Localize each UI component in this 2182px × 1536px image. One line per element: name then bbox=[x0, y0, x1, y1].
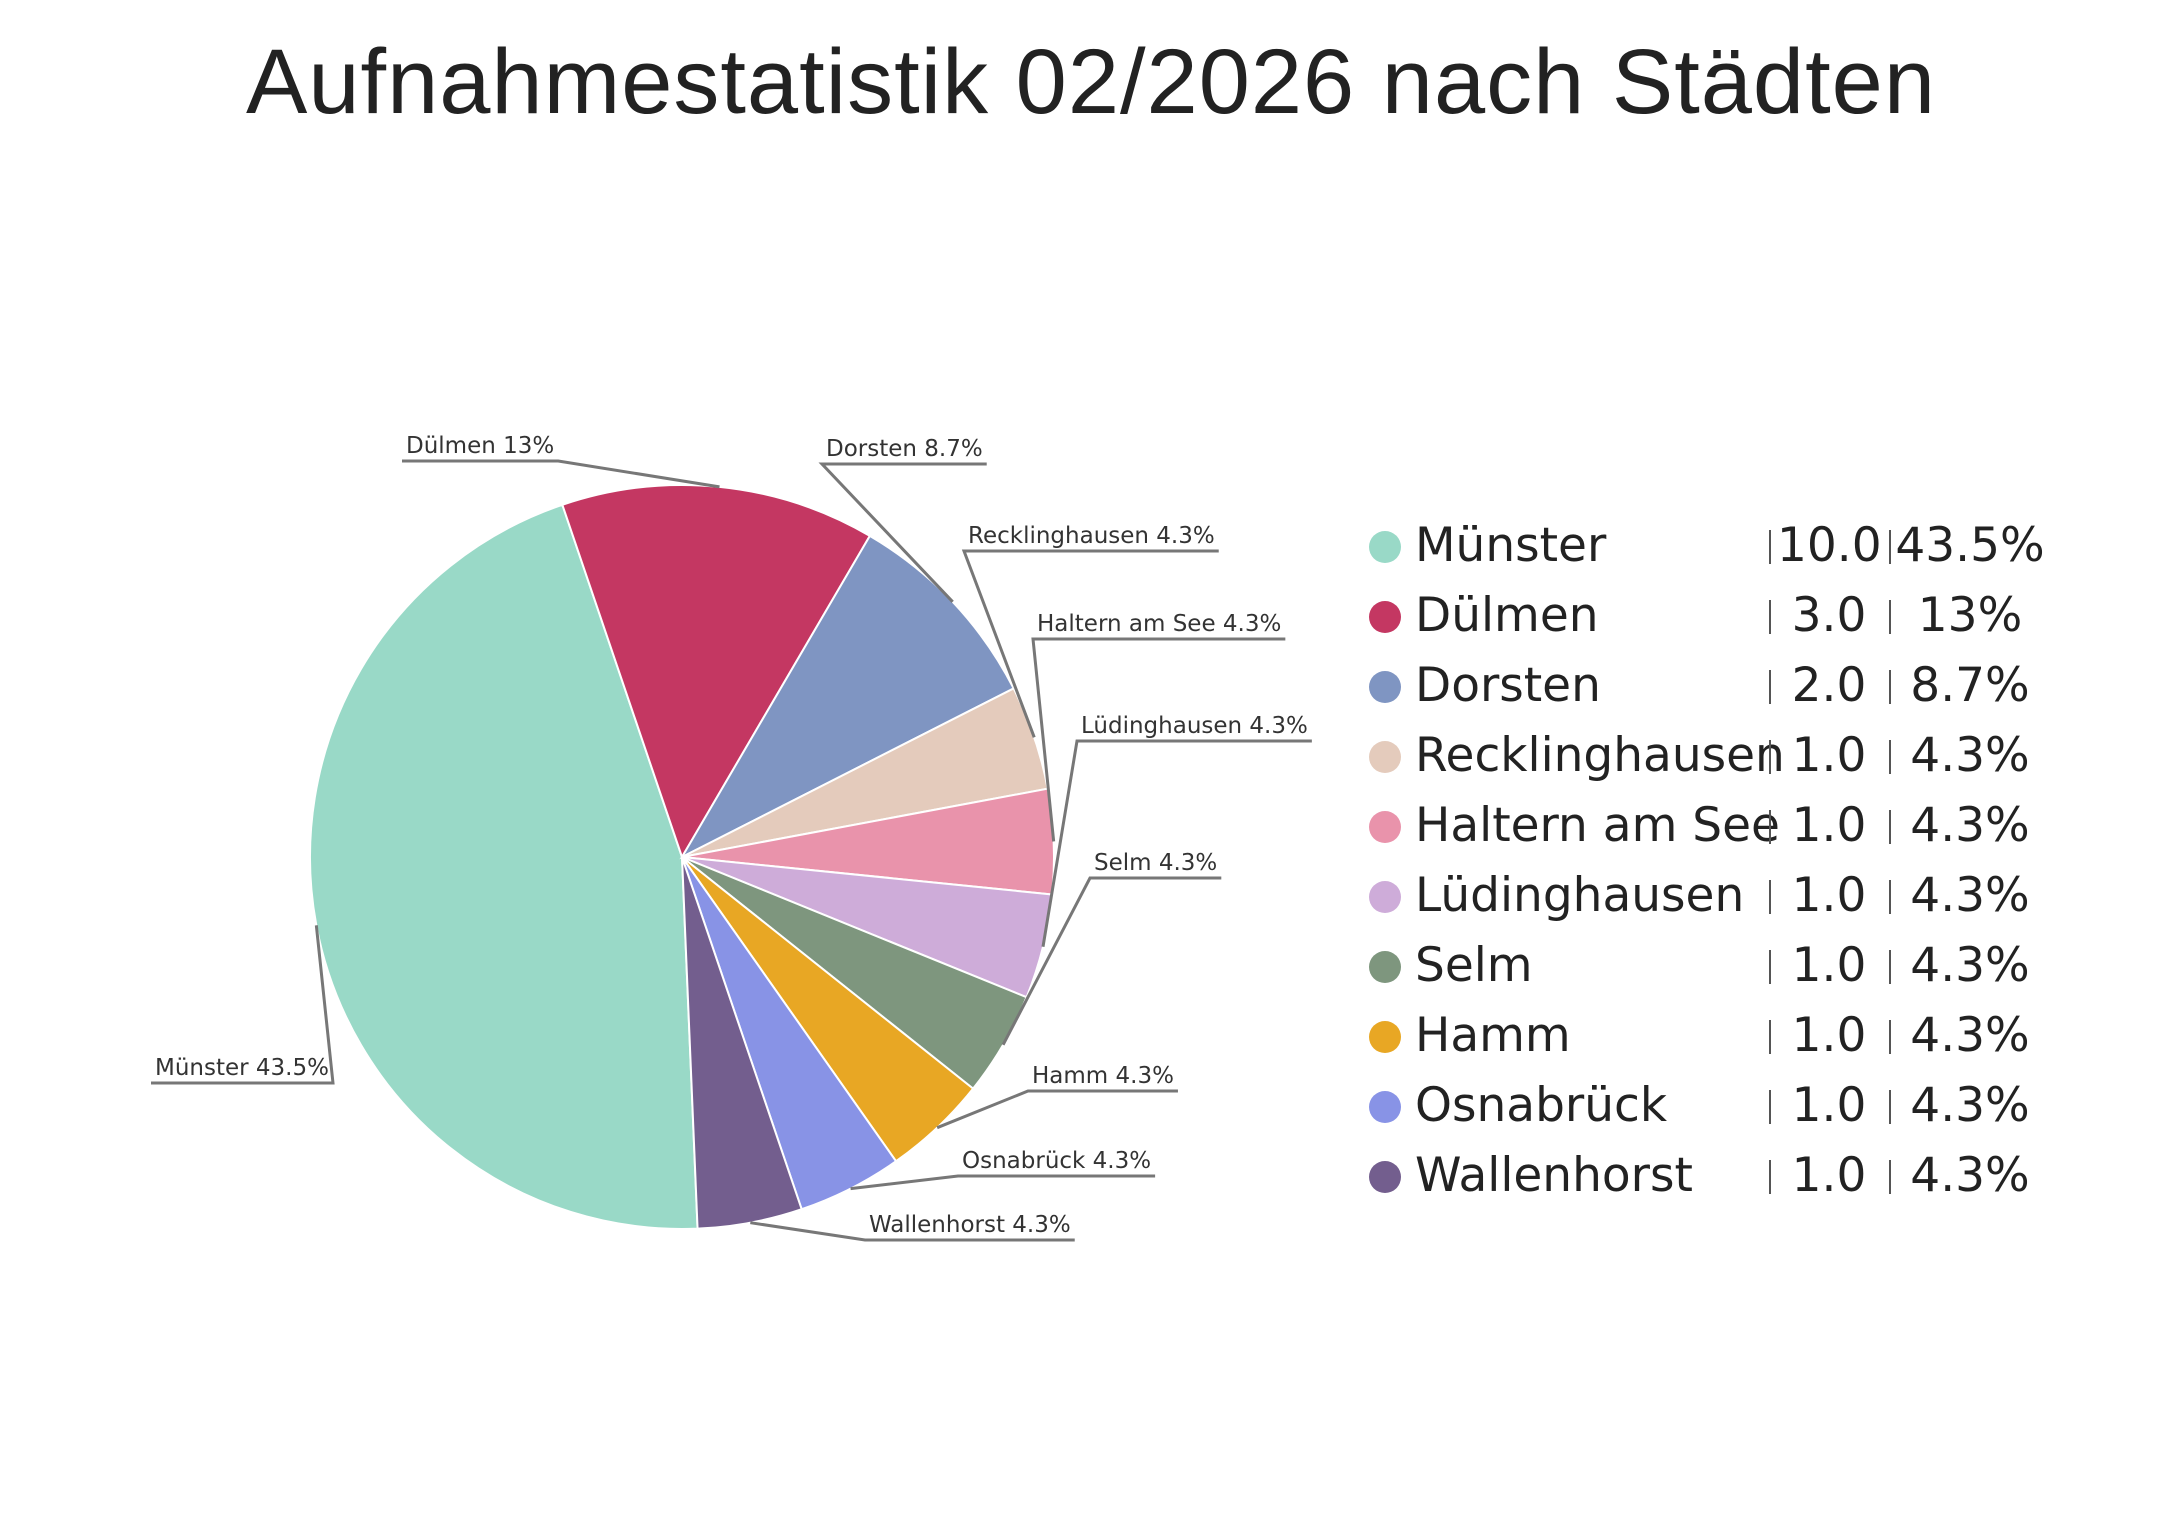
leader-line-selm bbox=[1001, 876, 1222, 1046]
legend-swatch bbox=[1369, 1161, 1401, 1193]
legend-item-duelmen: Dülmen 3.0 13% bbox=[1365, 582, 2065, 652]
legend-percent: 4.3% bbox=[1910, 938, 2030, 993]
legend-item-haltern-am-see: Haltern am See 1.0 4.3% bbox=[1365, 792, 2065, 862]
slice-label-hamm: Hamm 4.3% bbox=[1032, 1063, 1174, 1089]
legend-separator bbox=[1889, 810, 1891, 844]
legend-percent: 4.3% bbox=[1910, 1008, 2030, 1063]
legend-separator bbox=[1889, 1020, 1891, 1054]
legend-label: Wallenhorst bbox=[1415, 1148, 1693, 1203]
chart-title: Aufnahmestatistik 02/2026 nach Städten bbox=[245, 31, 1936, 133]
leader-line-dorsten bbox=[818, 462, 987, 603]
legend: Münster 10.0 43.5% Dülmen 3.0 13% Dorsten 2.0 8.… bbox=[1365, 512, 2065, 1212]
legend-item-muenster: Münster 10.0 43.5% bbox=[1365, 512, 2065, 582]
slice-label-dorsten: Dorsten 8.7% bbox=[826, 436, 983, 462]
legend-label: Osnabrück bbox=[1415, 1078, 1668, 1133]
pie-slice-muenster bbox=[309, 503, 699, 1230]
legend-percent: 8.7% bbox=[1910, 658, 2030, 713]
legend-value: 1.0 bbox=[1791, 868, 1867, 923]
slice-label-muenster: Münster 43.5% bbox=[155, 1055, 329, 1081]
legend-separator bbox=[1769, 810, 1771, 844]
legend-separator bbox=[1769, 740, 1771, 774]
slice-label-osnabrueck: Osnabrück 4.3% bbox=[962, 1148, 1151, 1174]
slice-label-luedinghausen: Lüdinghausen 4.3% bbox=[1081, 713, 1308, 739]
legend-item-hamm: Hamm 1.0 4.3% bbox=[1365, 1002, 2065, 1072]
leader-line-muenster bbox=[151, 925, 335, 1085]
legend-separator bbox=[1769, 880, 1771, 914]
legend-swatch bbox=[1369, 811, 1401, 843]
leader-line-haltern-am-see bbox=[1031, 637, 1286, 842]
legend-value: 1.0 bbox=[1791, 938, 1867, 993]
legend-swatch bbox=[1369, 671, 1401, 703]
legend-label: Dorsten bbox=[1415, 658, 1601, 713]
legend-separator bbox=[1769, 670, 1771, 704]
legend-percent: 4.3% bbox=[1910, 1148, 2030, 1203]
leader-line-osnabrueck bbox=[850, 1174, 1156, 1191]
pie-slice-duelmen bbox=[561, 484, 872, 860]
legend-separator bbox=[1889, 950, 1891, 984]
legend-separator bbox=[1889, 670, 1891, 704]
legend-label: Hamm bbox=[1415, 1008, 1571, 1063]
legend-swatch bbox=[1369, 1091, 1401, 1123]
leader-line-recklinghausen bbox=[961, 549, 1219, 738]
legend-item-wallenhorst: Wallenhorst 1.0 4.3% bbox=[1365, 1142, 2065, 1212]
leader-line-wallenhorst bbox=[750, 1221, 1075, 1242]
legend-label: Münster bbox=[1415, 518, 1607, 573]
legend-separator bbox=[1769, 1160, 1771, 1194]
legend-separator bbox=[1889, 880, 1891, 914]
legend-label: Dülmen bbox=[1415, 588, 1599, 643]
legend-item-dorsten: Dorsten 2.0 8.7% bbox=[1365, 652, 2065, 722]
leader-line-duelmen bbox=[402, 459, 720, 489]
leader-line-luedinghausen bbox=[1041, 739, 1312, 948]
legend-separator bbox=[1769, 530, 1771, 564]
legend-swatch bbox=[1369, 741, 1401, 773]
legend-value: 2.0 bbox=[1791, 658, 1867, 713]
legend-percent: 4.3% bbox=[1910, 868, 2030, 923]
legend-label: Haltern am See bbox=[1415, 798, 1780, 853]
legend-swatch bbox=[1369, 881, 1401, 913]
slice-label-selm: Selm 4.3% bbox=[1094, 850, 1217, 876]
legend-label: Selm bbox=[1415, 938, 1533, 993]
legend-value: 3.0 bbox=[1791, 588, 1867, 643]
legend-separator bbox=[1769, 950, 1771, 984]
legend-value: 1.0 bbox=[1791, 1008, 1867, 1063]
legend-value: 1.0 bbox=[1791, 728, 1867, 783]
legend-separator bbox=[1889, 740, 1891, 774]
legend-value: 1.0 bbox=[1791, 1148, 1867, 1203]
slice-label-wallenhorst: Wallenhorst 4.3% bbox=[869, 1212, 1071, 1238]
legend-label: Recklinghausen bbox=[1415, 728, 1785, 783]
legend-percent: 4.3% bbox=[1910, 798, 2030, 853]
legend-percent: 43.5% bbox=[1895, 518, 2045, 573]
legend-separator bbox=[1769, 600, 1771, 634]
legend-percent: 4.3% bbox=[1910, 1078, 2030, 1133]
legend-swatch bbox=[1369, 951, 1401, 983]
legend-swatch bbox=[1369, 531, 1401, 563]
slice-label-duelmen: Dülmen 13% bbox=[406, 433, 554, 459]
legend-separator bbox=[1889, 600, 1891, 634]
legend-label: Lüdinghausen bbox=[1415, 868, 1745, 923]
legend-separator bbox=[1889, 1160, 1891, 1194]
legend-item-luedinghausen: Lüdinghausen 1.0 4.3% bbox=[1365, 862, 2065, 932]
legend-item-osnabrueck: Osnabrück 1.0 4.3% bbox=[1365, 1072, 2065, 1142]
legend-swatch bbox=[1369, 1021, 1401, 1053]
slice-label-haltern-am-see: Haltern am See 4.3% bbox=[1037, 611, 1281, 637]
legend-separator bbox=[1889, 530, 1891, 564]
legend-percent: 4.3% bbox=[1910, 728, 2030, 783]
legend-separator bbox=[1769, 1090, 1771, 1124]
legend-item-recklinghausen: Recklinghausen 1.0 4.3% bbox=[1365, 722, 2065, 792]
legend-value: 1.0 bbox=[1791, 798, 1867, 853]
pie-slice-wallenhorst bbox=[681, 856, 803, 1230]
legend-separator bbox=[1769, 1020, 1771, 1054]
legend-separator bbox=[1889, 1090, 1891, 1124]
legend-swatch bbox=[1369, 601, 1401, 633]
legend-value: 10.0 bbox=[1777, 518, 1882, 573]
pie-slice-dorsten bbox=[679, 534, 1015, 860]
legend-item-selm: Selm 1.0 4.3% bbox=[1365, 932, 2065, 1002]
legend-value: 1.0 bbox=[1791, 1078, 1867, 1133]
slice-label-recklinghausen: Recklinghausen 4.3% bbox=[968, 523, 1215, 549]
leader-line-hamm bbox=[936, 1089, 1178, 1130]
legend-percent: 13% bbox=[1917, 588, 2023, 643]
